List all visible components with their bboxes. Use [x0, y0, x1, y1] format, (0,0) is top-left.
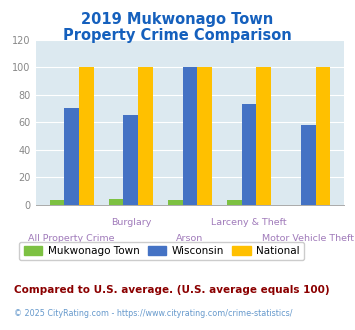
Text: 2019 Mukwonago Town: 2019 Mukwonago Town: [81, 12, 274, 26]
Bar: [124, 115, 138, 205]
Bar: [256, 67, 271, 205]
Bar: [138, 67, 153, 205]
Text: Larceny & Theft: Larceny & Theft: [211, 218, 287, 227]
Bar: [182, 67, 197, 205]
Bar: [79, 67, 94, 205]
Text: All Property Crime: All Property Crime: [28, 234, 115, 243]
Bar: [64, 108, 79, 205]
Text: Compared to U.S. average. (U.S. average equals 100): Compared to U.S. average. (U.S. average …: [14, 285, 330, 295]
Text: Burglary: Burglary: [111, 218, 151, 227]
Bar: [168, 200, 182, 205]
Bar: [109, 199, 124, 205]
Bar: [242, 104, 256, 205]
Text: Motor Vehicle Theft: Motor Vehicle Theft: [262, 234, 354, 243]
Bar: [301, 125, 316, 205]
Text: © 2025 CityRating.com - https://www.cityrating.com/crime-statistics/: © 2025 CityRating.com - https://www.city…: [14, 309, 293, 318]
Bar: [227, 200, 242, 205]
Bar: [316, 67, 330, 205]
Bar: [50, 200, 64, 205]
Text: Arson: Arson: [176, 234, 203, 243]
Legend: Mukwonago Town, Wisconsin, National: Mukwonago Town, Wisconsin, National: [20, 242, 304, 260]
Text: Property Crime Comparison: Property Crime Comparison: [63, 28, 292, 43]
Bar: [197, 67, 212, 205]
